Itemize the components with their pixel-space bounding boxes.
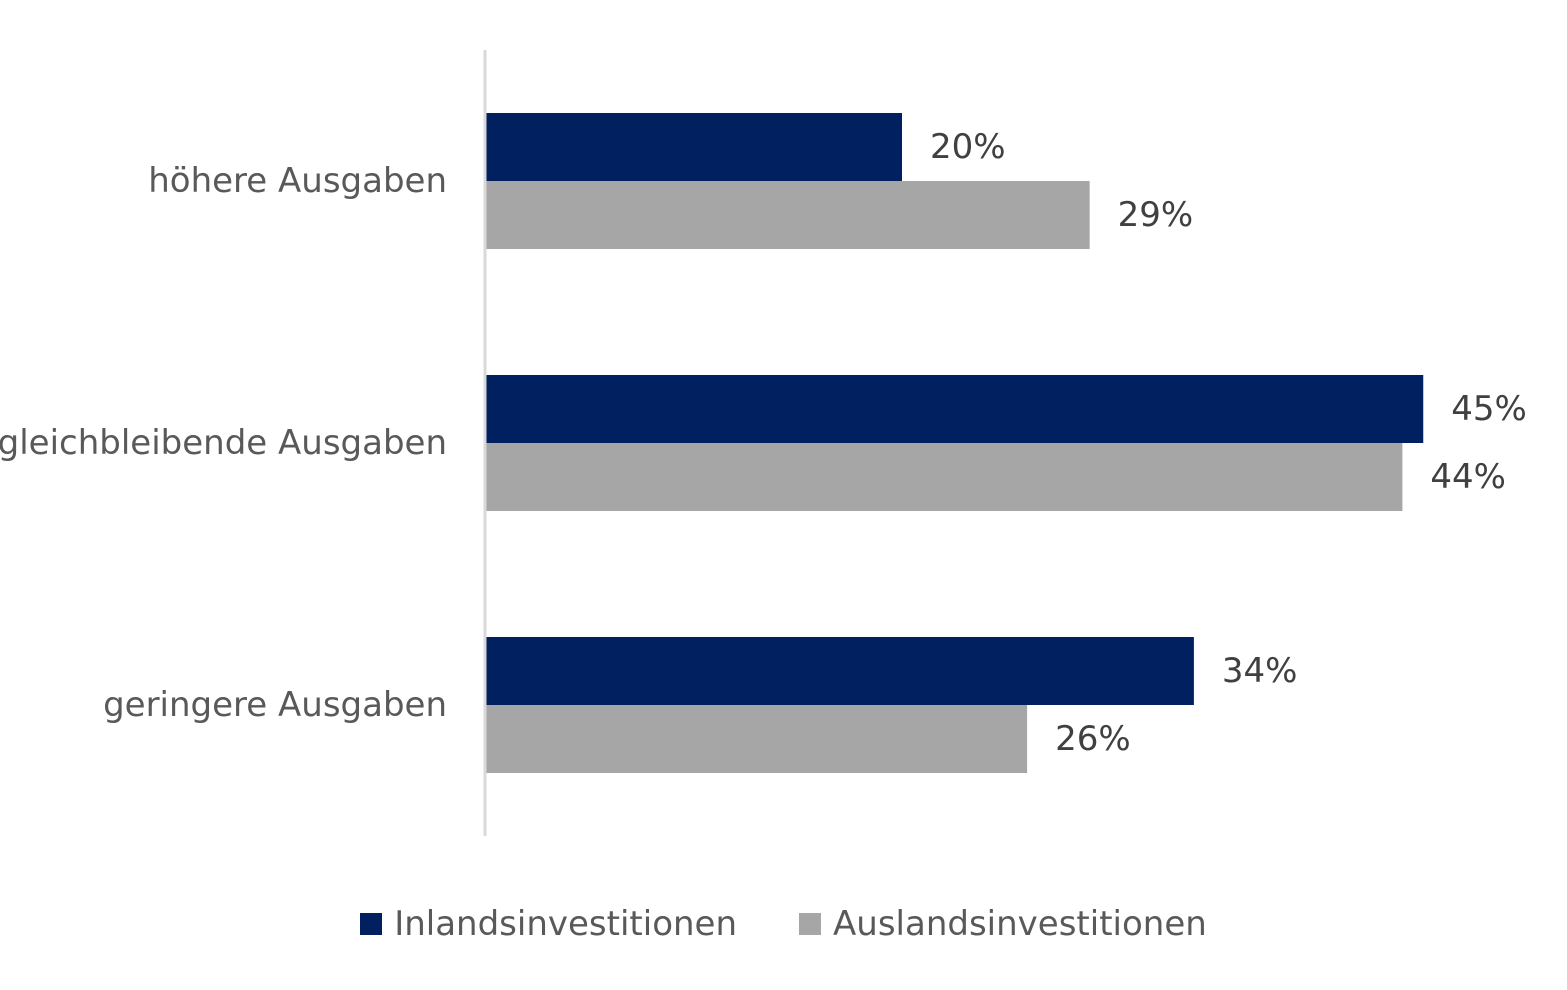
data-label-ausland-0: 29%: [1118, 195, 1194, 235]
bar-inland-2: [485, 637, 1194, 705]
category-label-2: geringere Ausgaben: [103, 685, 447, 725]
data-label-inland-2: 34%: [1222, 651, 1298, 691]
category-label-0: höhere Ausgaben: [148, 161, 447, 201]
bar-ausland-2: [485, 705, 1028, 773]
data-label-ausland-1: 44%: [1430, 457, 1506, 497]
bar-inland-1: [485, 375, 1424, 443]
data-label-inland-1: 45%: [1451, 389, 1527, 429]
data-label-inland-0: 20%: [930, 127, 1006, 167]
legend-label-ausland: Auslandsinvestitionen: [833, 904, 1207, 944]
legend-item-ausland: Auslandsinvestitionen: [799, 904, 1207, 944]
category-label-1: gleichbleibende Ausgaben: [0, 423, 447, 463]
legend: Inlandsinvestitionen Auslandsinvestition…: [0, 898, 1567, 950]
bar-inland-0: [485, 113, 902, 181]
legend-label-inland: Inlandsinvestitionen: [394, 904, 738, 944]
legend-swatch-inland: [360, 913, 383, 935]
bar-ausland-0: [485, 181, 1090, 249]
legend-item-inland: Inlandsinvestitionen: [360, 904, 737, 944]
legend-swatch-ausland: [799, 913, 822, 935]
data-label-ausland-2: 26%: [1055, 719, 1131, 759]
bar-ausland-1: [485, 443, 1403, 511]
